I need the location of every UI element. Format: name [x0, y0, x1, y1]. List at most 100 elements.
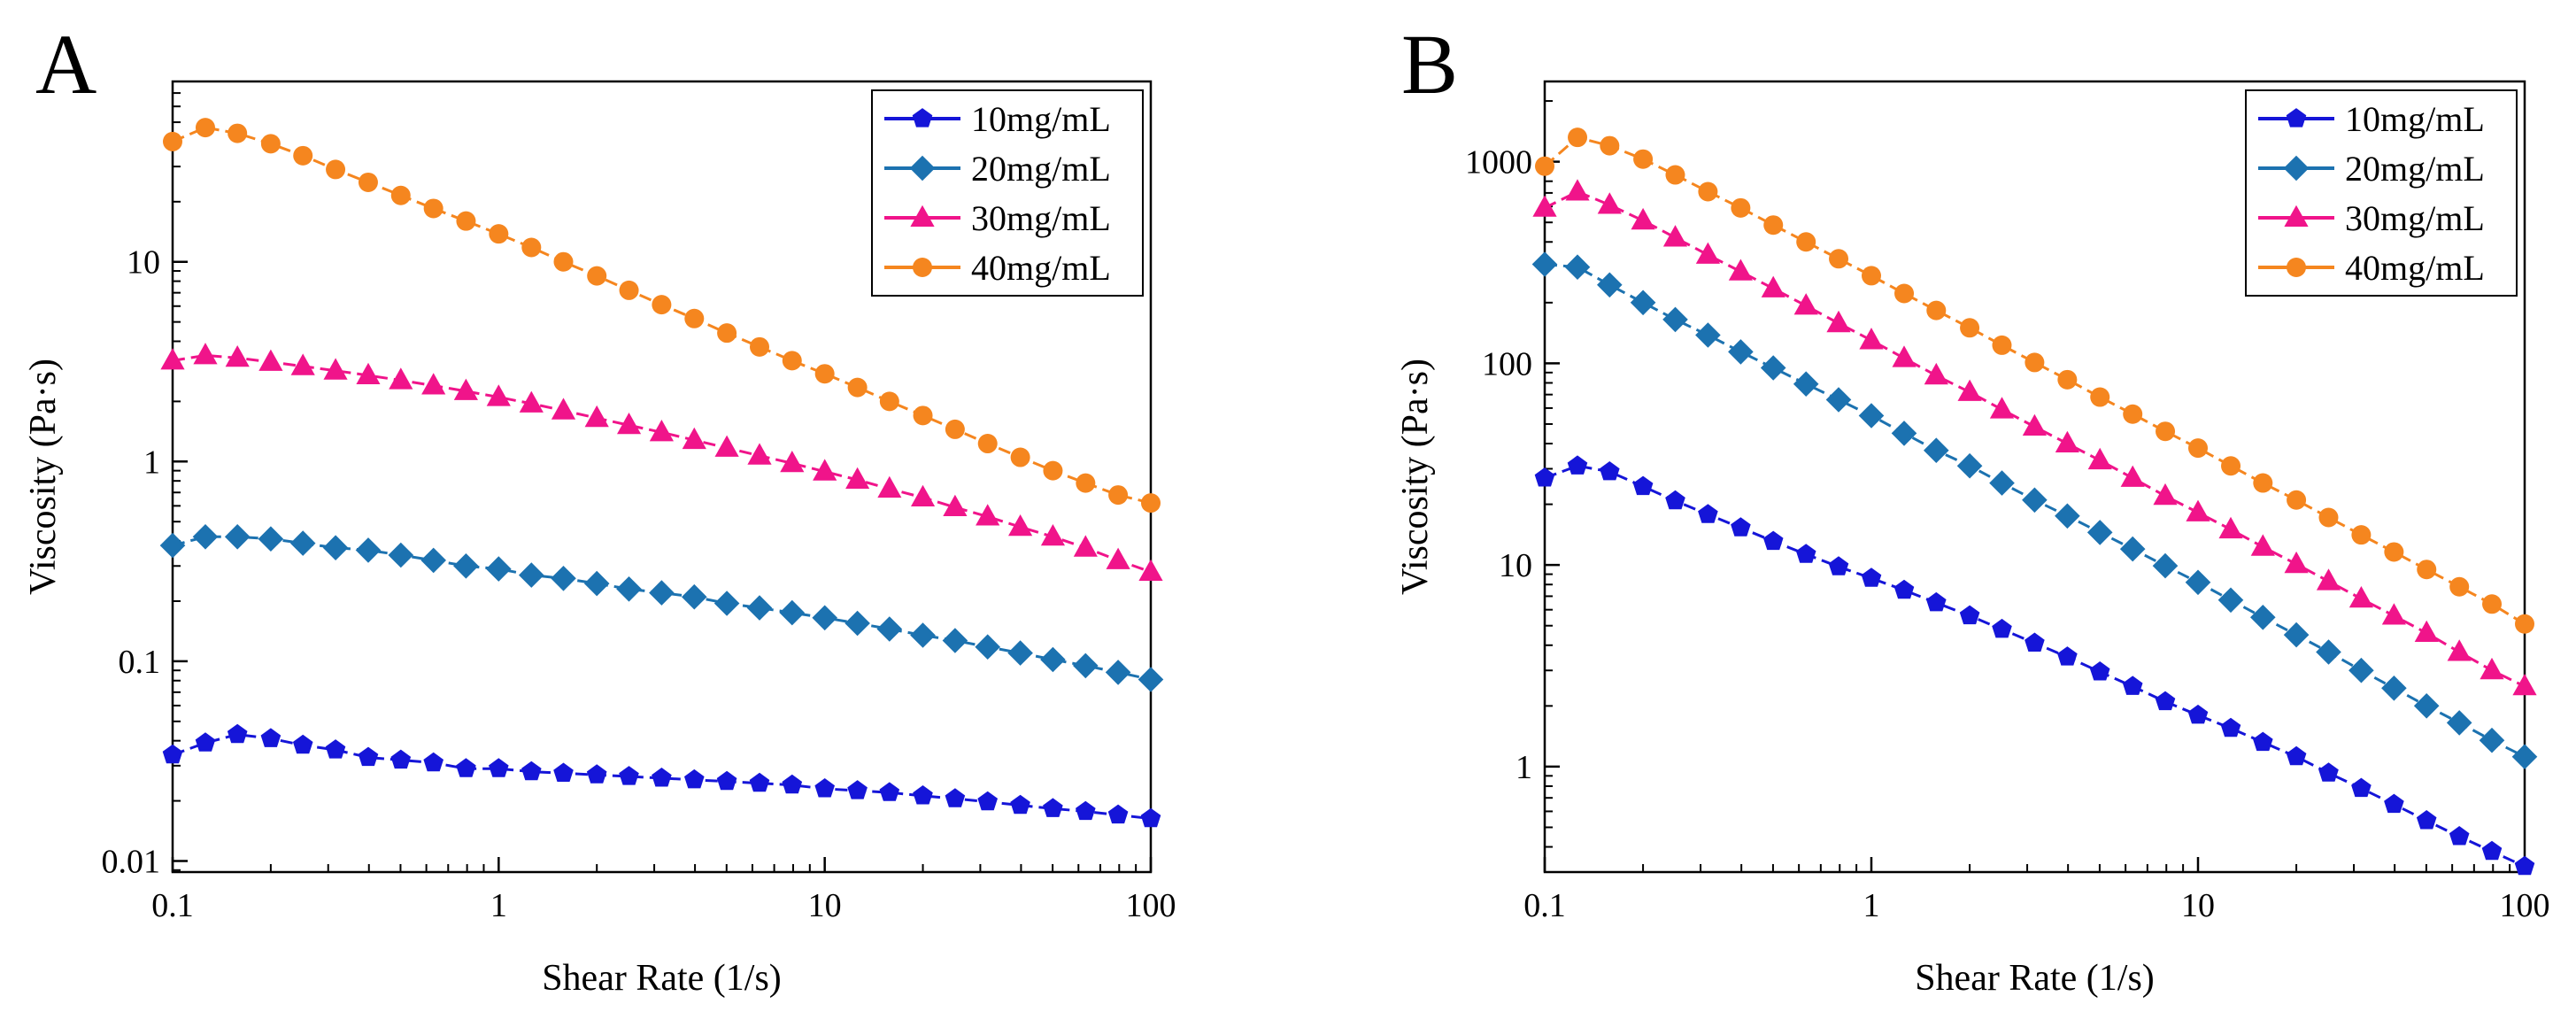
data-point-10mg-ml	[390, 749, 412, 769]
data-point-10mg-ml	[227, 723, 248, 744]
data-point-30mg-ml	[813, 459, 837, 481]
series-10mg-ml	[1534, 455, 2535, 876]
data-point-20mg-ml	[682, 583, 707, 610]
data-point-10mg-ml	[521, 761, 542, 781]
panel-label: A	[35, 17, 96, 112]
data-point-40mg-ml	[2417, 560, 2437, 580]
data-point-30mg-ml	[2348, 586, 2373, 608]
y-tick-label: 0.01	[102, 843, 161, 880]
data-point-10mg-ml	[1534, 467, 1555, 487]
x-tick-label: 1	[490, 887, 507, 924]
legend-label: 10mg/mL	[971, 99, 1111, 139]
data-point-10mg-ml	[2220, 717, 2241, 737]
x-tick-label: 0.1	[151, 887, 194, 924]
data-point-40mg-ml	[1829, 249, 1849, 269]
y-tick-label: 0.1	[119, 644, 161, 681]
data-point-10mg-ml	[195, 732, 216, 752]
data-point-10mg-ml	[2514, 855, 2535, 876]
legend-label: 10mg/mL	[2345, 99, 2485, 139]
data-point-40mg-ml	[326, 159, 346, 180]
legend-marker	[909, 155, 936, 181]
data-point-40mg-ml	[260, 134, 281, 154]
data-point-30mg-ml	[258, 349, 283, 371]
data-point-20mg-ml	[2086, 520, 2113, 545]
data-point-10mg-ml	[814, 778, 835, 798]
y-tick-label: 1	[143, 444, 160, 481]
legend-entry-40mg-ml: 40mg/mL	[884, 248, 1111, 288]
legend-marker	[2286, 108, 2307, 127]
data-point-10mg-ml	[716, 770, 737, 791]
data-point-20mg-ml	[2217, 587, 2244, 614]
data-point-40mg-ml	[390, 185, 411, 205]
series-20mg-ml	[1531, 251, 2538, 769]
data-point-40mg-ml	[2188, 438, 2208, 459]
data-point-10mg-ml	[1010, 794, 1030, 815]
data-point-30mg-ml	[1957, 379, 1982, 401]
data-point-30mg-ml	[584, 405, 609, 428]
data-point-30mg-ml	[845, 467, 870, 489]
data-point-30mg-ml	[1532, 195, 1557, 217]
data-point-40mg-ml	[2515, 614, 2534, 634]
legend: 10mg/mL 20mg/mL 30mg/mL 40mg/mL	[2245, 89, 2518, 297]
data-point-10mg-ml	[2057, 646, 2078, 666]
data-point-40mg-ml	[913, 405, 933, 426]
data-point-20mg-ml	[322, 535, 349, 560]
data-point-20mg-ml	[2316, 639, 2341, 665]
data-point-30mg-ml	[976, 504, 1000, 526]
panel-label: B	[1401, 17, 1458, 112]
legend-label: 20mg/mL	[971, 149, 1111, 189]
data-point-30mg-ml	[1138, 559, 1163, 581]
data-point-20mg-ml	[1891, 421, 1917, 446]
series-20mg-ml	[159, 524, 1164, 692]
data-point-30mg-ml	[2087, 447, 2112, 470]
data-point-20mg-ml	[1825, 387, 1852, 413]
data-point-10mg-ml	[358, 746, 379, 767]
data-point-30mg-ml	[2022, 413, 2047, 436]
data-point-20mg-ml	[2446, 710, 2472, 736]
data-point-10mg-ml	[652, 768, 672, 787]
data-point-10mg-ml	[423, 752, 443, 772]
data-point-20mg-ml	[746, 595, 773, 621]
data-point-10mg-ml	[945, 788, 966, 807]
legend-entry-10mg-ml: 10mg/mL	[884, 99, 1111, 139]
data-point-10mg-ml	[325, 739, 346, 759]
data-point-30mg-ml	[225, 345, 250, 367]
legend-entry-30mg-ml: 30mg/mL	[2258, 198, 2485, 238]
data-point-20mg-ml	[159, 532, 186, 559]
data-point-30mg-ml	[2512, 674, 2537, 696]
data-point-30mg-ml	[453, 378, 478, 400]
data-point-20mg-ml	[975, 634, 1000, 660]
data-point-30mg-ml	[1631, 207, 1655, 230]
data-point-30mg-ml	[911, 484, 936, 506]
y-axis-title: Viscosity (Pa·s)	[23, 359, 64, 595]
data-point-10mg-ml	[1140, 807, 1161, 828]
data-point-20mg-ml	[1105, 660, 1131, 685]
data-point-30mg-ml	[747, 443, 772, 465]
data-point-20mg-ml	[1630, 290, 1656, 316]
data-point-10mg-ml	[489, 758, 509, 777]
data-point-10mg-ml	[292, 734, 313, 754]
data-point-10mg-ml	[2416, 810, 2437, 830]
data-point-20mg-ml	[1040, 646, 1066, 673]
data-point-10mg-ml	[2481, 840, 2503, 861]
legend-entry-10mg-ml: 10mg/mL	[2258, 99, 2485, 139]
data-point-20mg-ml	[910, 622, 936, 648]
data-point-40mg-ml	[2221, 456, 2241, 476]
data-point-30mg-ml	[1073, 535, 1098, 557]
legend-label: 30mg/mL	[971, 198, 1111, 238]
data-point-30mg-ml	[551, 398, 576, 420]
data-point-20mg-ml	[2250, 605, 2276, 630]
data-point-10mg-ml	[162, 744, 183, 764]
data-point-40mg-ml	[1960, 318, 1980, 338]
data-point-30mg-ml	[2120, 465, 2145, 487]
data-point-30mg-ml	[1989, 397, 2015, 419]
data-point-20mg-ml	[876, 616, 903, 642]
data-point-20mg-ml	[2022, 487, 2048, 514]
legend-label: 30mg/mL	[2345, 198, 2485, 238]
data-point-30mg-ml	[2218, 516, 2243, 539]
y-tick-label: 1000	[1465, 144, 1532, 181]
data-point-20mg-ml	[1956, 452, 1983, 479]
data-point-30mg-ml	[2250, 534, 2275, 556]
data-point-40mg-ml	[1600, 135, 1620, 156]
data-point-30mg-ml	[519, 390, 544, 413]
